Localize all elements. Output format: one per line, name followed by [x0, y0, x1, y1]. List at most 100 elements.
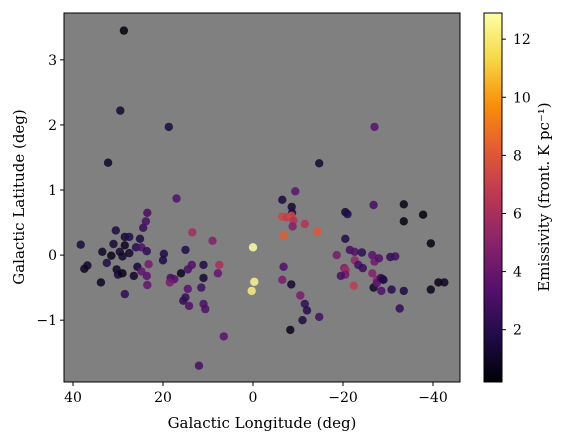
data-point	[368, 269, 377, 278]
data-point	[83, 261, 92, 270]
data-point	[278, 195, 287, 204]
data-point	[315, 159, 324, 168]
data-point	[300, 299, 309, 309]
data-point	[399, 200, 408, 209]
data-point	[194, 361, 204, 370]
data-point	[143, 280, 152, 290]
data-point	[107, 251, 116, 260]
colorbar-label: Emissivity (front. K pc⁻¹)	[535, 102, 553, 291]
x-tick-label: 20	[154, 390, 172, 406]
data-point	[76, 240, 85, 249]
data-point	[96, 278, 106, 287]
data-point	[144, 260, 153, 269]
data-point	[379, 275, 388, 284]
data-point	[142, 247, 151, 256]
data-point	[250, 277, 259, 286]
data-point	[120, 241, 129, 250]
data-point	[183, 284, 192, 294]
data-point	[418, 210, 428, 219]
data-point	[298, 316, 307, 325]
colorbar-tick-label: 8	[513, 148, 522, 164]
x-tick-label: −40	[418, 390, 448, 406]
data-point	[201, 304, 210, 314]
data-point	[341, 234, 350, 243]
data-point	[434, 278, 443, 287]
data-point	[199, 260, 208, 270]
data-point	[426, 285, 435, 294]
data-point	[187, 260, 196, 270]
data-point	[188, 228, 197, 237]
data-point	[116, 106, 125, 115]
x-axis-ticks: 40 20 0 −20 −40	[64, 382, 448, 406]
data-point	[395, 304, 404, 313]
data-point	[181, 245, 190, 255]
y-axis-ticks: 3 2 1 0 −1	[36, 53, 64, 329]
y-axis-label: Galactic Latitude (deg)	[10, 109, 28, 285]
data-point	[279, 231, 288, 240]
data-point	[279, 262, 288, 271]
data-point	[313, 227, 322, 236]
data-point	[125, 232, 134, 242]
data-point	[358, 263, 367, 273]
y-tick-label: −1	[36, 313, 57, 329]
data-point	[296, 291, 305, 300]
data-point	[120, 289, 129, 299]
data-point	[440, 278, 449, 287]
x-tick-label: 40	[64, 390, 82, 406]
data-point	[208, 236, 217, 245]
data-point	[332, 250, 341, 260]
data-point	[248, 243, 258, 252]
colorbar-tick-label: 2	[513, 323, 522, 339]
y-tick-label: 2	[48, 118, 57, 134]
data-point	[377, 286, 386, 296]
data-point	[164, 122, 173, 132]
data-point	[219, 332, 228, 341]
data-point	[165, 278, 174, 287]
data-point	[399, 286, 408, 296]
plot-area	[64, 13, 460, 382]
y-tick-label: 0	[48, 248, 57, 264]
x-tick-label: 0	[249, 390, 258, 406]
data-point	[137, 267, 146, 276]
y-tick-label: 1	[48, 183, 57, 199]
plot-frame	[63, 12, 461, 383]
colorbar-tick-label: 4	[513, 265, 522, 281]
data-point	[315, 312, 324, 322]
data-point	[343, 209, 352, 219]
data-point	[118, 252, 127, 261]
data-point	[135, 234, 145, 243]
data-point	[102, 258, 112, 268]
data-point	[176, 269, 186, 278]
data-point	[278, 275, 287, 284]
data-point	[197, 283, 206, 292]
data-point	[349, 281, 358, 290]
data-point	[357, 248, 367, 257]
data-point	[141, 217, 151, 226]
data-point	[288, 222, 297, 231]
data-point	[247, 286, 256, 296]
data-point	[426, 239, 435, 248]
data-point	[125, 248, 134, 258]
data-point	[172, 194, 181, 203]
data-point	[286, 325, 295, 335]
data-point	[368, 250, 377, 260]
data-point	[111, 226, 121, 235]
data-point	[213, 269, 223, 278]
data-point	[109, 239, 118, 249]
data-point	[103, 158, 113, 167]
data-point	[158, 256, 168, 265]
data-point	[300, 219, 309, 229]
data-point	[159, 249, 169, 258]
colorbar	[483, 12, 503, 383]
data-point	[336, 271, 345, 281]
data-point	[370, 122, 379, 132]
data-point	[119, 26, 129, 35]
data-point	[369, 200, 378, 210]
data-point	[374, 254, 384, 263]
data-point	[387, 285, 396, 294]
data-point	[215, 260, 224, 270]
data-point	[291, 187, 300, 196]
data-point	[287, 280, 296, 289]
data-point	[302, 306, 312, 315]
